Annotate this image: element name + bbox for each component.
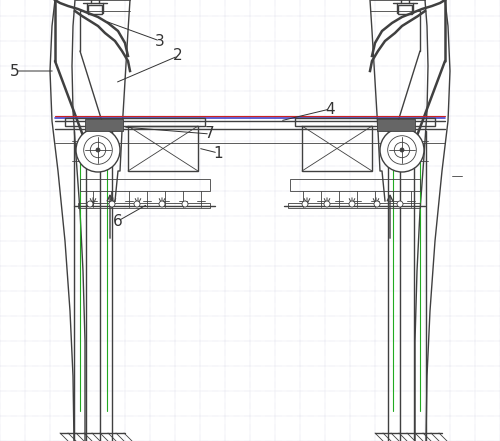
Bar [288, 203, 420, 208]
Circle shape [397, 201, 403, 207]
Circle shape [96, 148, 100, 152]
Circle shape [90, 142, 106, 158]
Bar [295, 118, 435, 126]
Bar [290, 179, 420, 191]
Bar [88, 5, 102, 14]
Text: 4: 4 [325, 101, 335, 116]
Circle shape [84, 136, 112, 164]
Circle shape [374, 201, 380, 207]
Text: 7: 7 [205, 127, 215, 142]
Text: 6: 6 [113, 213, 123, 228]
Bar [78, 203, 210, 208]
Circle shape [394, 142, 409, 158]
Circle shape [182, 201, 188, 207]
Circle shape [349, 201, 355, 207]
Circle shape [87, 201, 93, 207]
Circle shape [134, 201, 140, 207]
Circle shape [302, 201, 308, 207]
Bar [302, 126, 372, 171]
Text: 5: 5 [10, 64, 20, 78]
Circle shape [159, 201, 165, 207]
Circle shape [109, 201, 115, 207]
Bar [65, 118, 205, 126]
Text: 1: 1 [213, 146, 223, 161]
Bar [128, 126, 198, 171]
Circle shape [380, 128, 424, 172]
Bar [398, 5, 412, 14]
Bar [80, 179, 210, 191]
Circle shape [400, 148, 404, 152]
Text: 2: 2 [173, 49, 183, 64]
Bar [85, 119, 123, 131]
Circle shape [324, 201, 330, 207]
Circle shape [76, 128, 120, 172]
Circle shape [388, 136, 416, 164]
Text: 3: 3 [155, 34, 165, 49]
Bar [377, 119, 415, 131]
